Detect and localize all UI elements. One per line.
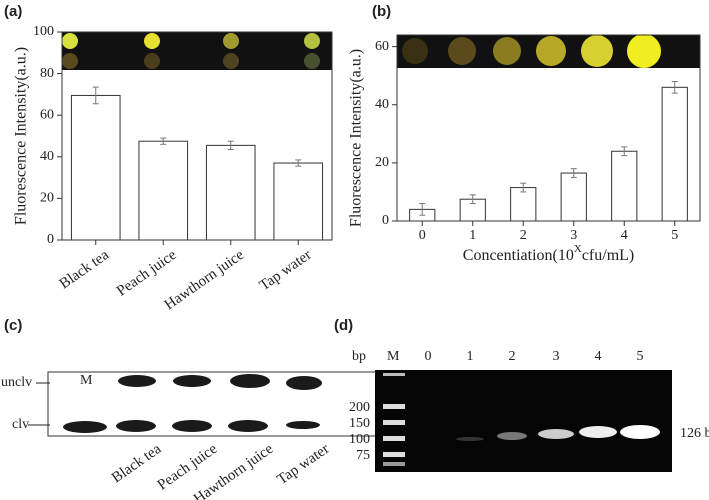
wells [62, 33, 320, 69]
x-axis-label: Concentiation(10Xcfu/mL) [463, 243, 634, 264]
error-bar [227, 140, 234, 151]
y-axis-label: Fluorescence Intensity(a.u.) [13, 47, 30, 225]
gel-frame [47, 371, 406, 437]
gel-image [375, 370, 672, 472]
y-tick-label: 60 [375, 39, 389, 54]
x-tick-label: Peach juice [114, 247, 180, 300]
row-label: clv [12, 417, 29, 432]
bar [661, 86, 688, 222]
y-tick-label: 20 [40, 191, 54, 206]
error-bar [92, 86, 99, 105]
x-tick-label: 0 [419, 228, 426, 243]
wells [402, 34, 661, 68]
error-bar [295, 159, 302, 167]
x-axis-label-part: Concentiation(10 [463, 247, 574, 264]
y-tick-label: 40 [40, 149, 54, 164]
x-tick-label: 4 [621, 228, 628, 243]
bar [510, 187, 537, 222]
bar [611, 150, 638, 222]
lane-label: 4 [595, 349, 602, 364]
photo-strip [62, 32, 332, 70]
lane-label: 2 [509, 349, 516, 364]
bar [273, 162, 324, 241]
lane-label: M [80, 373, 93, 388]
lane-label: 1 [467, 349, 474, 364]
error-bar [520, 182, 527, 193]
panel-label: (d) [334, 317, 353, 334]
bar [138, 140, 189, 241]
x-tick-label: 3 [570, 228, 577, 243]
y-tick-label: 40 [375, 97, 389, 112]
x-tick-label: Tap water [257, 247, 315, 294]
panel-label: (b) [372, 3, 391, 20]
bar [560, 172, 587, 222]
lane-label: M [387, 349, 400, 364]
y-tick-label: 0 [382, 213, 389, 228]
x-tick-label: Black tea [57, 247, 113, 293]
y-tick-label: 80 [40, 66, 54, 81]
lane-label: Tap water [274, 441, 332, 488]
panel-label: (a) [4, 3, 22, 20]
x-tick-label: 5 [671, 228, 678, 243]
lane-label: 3 [553, 349, 560, 364]
error-bar [160, 137, 167, 145]
error-bar [621, 146, 628, 157]
bar [70, 94, 121, 241]
lane-label: 5 [637, 349, 644, 364]
unit-label: bp [352, 349, 366, 364]
bar [205, 144, 256, 241]
error-bar [671, 81, 678, 94]
error-bar [419, 203, 426, 216]
plot-frame [396, 34, 701, 222]
ladder-label: 200 [349, 400, 370, 415]
y-tick-label: 100 [33, 24, 54, 39]
x-tick-label: 1 [469, 228, 476, 243]
panel-label: (c) [4, 317, 22, 334]
y-tick-label: 0 [47, 232, 54, 247]
x-axis-label-part: cfu/mL) [582, 247, 634, 264]
ladder-label: 75 [356, 448, 370, 463]
lane-label: 0 [425, 349, 432, 364]
ladder-label: 100 [349, 432, 370, 447]
y-tick-label: 60 [40, 107, 54, 122]
y-axis-label: Fluorescence Intensity(a.u.) [348, 49, 365, 227]
ladder-label: 150 [349, 416, 370, 431]
row-label: unclv [1, 375, 32, 390]
x-axis-label-part: X [574, 243, 582, 255]
y-tick-label: 20 [375, 155, 389, 170]
gel-bands [383, 373, 660, 466]
error-bar [469, 194, 476, 205]
error-bar [570, 168, 577, 178]
x-tick-label: 2 [520, 228, 527, 243]
band-label: 126 bp [680, 426, 709, 441]
gel-bands [63, 374, 322, 433]
plot-frame [61, 31, 333, 241]
